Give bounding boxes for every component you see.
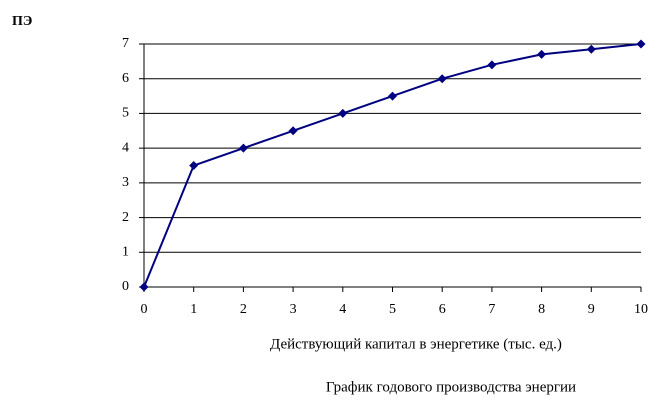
x-tick-label: 10 [634, 302, 648, 317]
data-point [586, 44, 596, 54]
data-point [388, 91, 397, 101]
y-tick-label: 1 [122, 245, 129, 260]
y-axis-label: ПЭ [12, 14, 32, 29]
data-point [139, 282, 149, 292]
y-tick-label: 4 [122, 140, 129, 155]
y-tick-label: 2 [122, 210, 129, 225]
data-point [437, 74, 447, 84]
y-tick-label: 6 [122, 71, 129, 86]
x-tick-label: 0 [141, 302, 148, 317]
x-tick-label: 9 [588, 302, 595, 317]
data-point [238, 143, 248, 153]
x-axis-label: Действующий капитал в энергетике (тыс. е… [270, 336, 562, 352]
x-tick-label: 6 [439, 302, 446, 317]
data-point [338, 108, 348, 118]
x-tick-label: 7 [488, 302, 495, 317]
y-tick-label: 0 [122, 279, 129, 294]
data-point [288, 126, 298, 136]
data-point [487, 60, 497, 70]
x-tick-label: 3 [290, 302, 297, 317]
y-tick-label: 5 [122, 106, 129, 121]
data-point [189, 161, 199, 170]
x-tick-label: 5 [389, 302, 396, 317]
x-tick-label: 2 [240, 302, 247, 317]
data-line [143, 43, 642, 288]
x-tick-label: 4 [339, 302, 346, 317]
data-point [537, 49, 547, 59]
y-tick-label: 3 [122, 175, 129, 190]
data-point [636, 39, 646, 49]
y-tick-label: 7 [122, 36, 129, 51]
caption: График годового производства энергии [326, 379, 576, 395]
x-tick-label: 8 [538, 302, 545, 317]
x-tick-label: 1 [190, 302, 197, 317]
